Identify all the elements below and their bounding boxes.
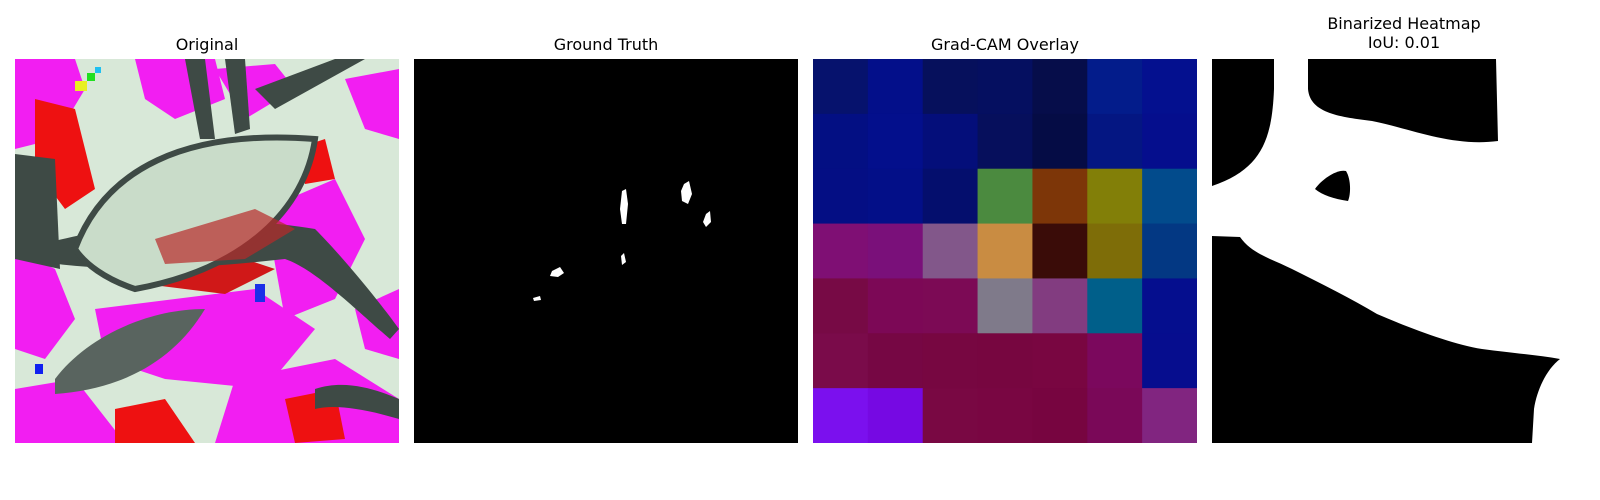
heatmap-cell [867,278,924,334]
heatmap-cell [922,59,979,115]
heatmap-cell [1142,113,1197,170]
binary-region [1212,236,1560,443]
heatmap-cell [867,333,924,389]
heatmap-cell [922,223,979,279]
mask-blob [681,181,692,204]
heatmap-cell [977,388,1033,443]
binarized-heatmap-mask [1212,59,1596,443]
heatmap-cell [977,223,1033,279]
panel-gradcam-overlay: Grad-CAM Overlay [813,0,1197,500]
heatmap-cell [813,278,869,334]
heatmap-cell [867,59,924,115]
panel-title-original: Original [175,35,239,54]
binary-region [1212,59,1274,186]
heatmap-cell [813,168,869,225]
heatmap-cell [1032,113,1088,170]
heatmap-cell [813,113,869,170]
heatmap-cell [977,333,1033,389]
heatmap-cell [922,333,979,389]
ground-truth-mask [414,59,798,443]
heatmap-cell [1142,333,1197,389]
heatmap-cell [1087,278,1143,334]
iou-score: IoU: 0.01 [1367,33,1441,52]
binary-region [1315,170,1351,201]
heatmap-cell [1032,59,1088,115]
heatmap-cell [977,113,1033,170]
heatmap-cell [867,223,924,279]
mask-blob [550,267,564,277]
heatmap-cell [1032,333,1088,389]
gradcam-heatmap [813,59,1197,443]
heatmap-cell [1087,113,1143,170]
panel-binarized-heatmap: Binarized Heatmap IoU: 0.01 [1212,0,1596,500]
heatmap-cell [1032,278,1088,334]
heatmap-cell [1032,388,1088,443]
panel-title-gradcam-overlay: Grad-CAM Overlay [931,35,1079,54]
heatmap-cell [1032,168,1088,225]
heatmap-cell [1087,333,1143,389]
heatmap-cell [1142,168,1197,225]
heatmap-cell [813,59,869,115]
heatmap-cell [1087,388,1143,443]
mask-blob [620,189,628,224]
heatmap-cell [922,278,979,334]
heatmap-cell [867,168,924,225]
panel-title-ground-truth: Ground Truth [553,35,659,54]
heatmap-cell [867,113,924,170]
heatmap-cell [1087,59,1143,115]
heatmap-cell [922,113,979,170]
heatmap-cell [867,388,924,443]
heatmap-cell [1087,168,1143,225]
heatmap-cell [813,333,869,389]
heatmap-cell [977,278,1033,334]
mask-blob [621,253,626,265]
heatmap-cell [1087,223,1143,279]
heatmap-cell [813,388,869,443]
heatmap-cell [977,59,1033,115]
panel-title-binarized-heatmap: Binarized Heatmap [1327,14,1481,33]
mask-blob [703,211,711,227]
original-image [15,59,399,443]
heatmap-cell [977,168,1033,225]
heatmap-cell [1142,223,1197,279]
panel-original: Original [15,0,399,500]
heatmap-cell [1142,278,1197,334]
heatmap-cell [813,223,869,279]
heatmap-cell [922,168,979,225]
heatmap-cell [1032,223,1088,279]
heatmap-cell [1142,388,1197,443]
panel-ground-truth: Ground Truth [414,0,798,500]
heatmap-cell [1142,59,1197,115]
binary-region [1308,59,1498,143]
heatmap-cell [922,388,979,443]
mask-blob [533,296,541,301]
